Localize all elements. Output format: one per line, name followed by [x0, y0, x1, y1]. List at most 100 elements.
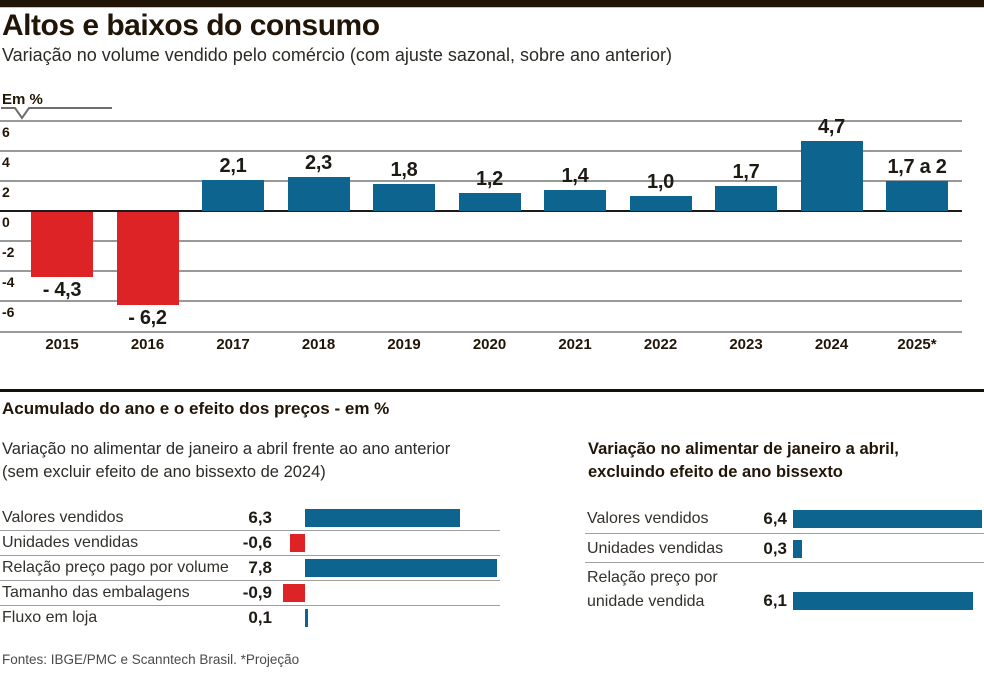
table-row: Relação preço por unidade vendida 6,1 — [585, 563, 984, 613]
gridline — [0, 180, 962, 182]
row-separator — [0, 530, 500, 531]
table-row: Unidades vendidas -0,6 — [0, 530, 500, 555]
y-axis-tick-label: 4 — [2, 154, 10, 170]
bar-2025* — [886, 181, 948, 211]
y-axis-tick-label: 6 — [2, 124, 10, 140]
bar-value-label: 1,8 — [390, 159, 418, 181]
bar-2020 — [458, 193, 521, 211]
row-bar — [305, 609, 308, 627]
bar-value-label: 1,0 — [647, 171, 674, 193]
row-label: Tamanho das embalagens — [2, 584, 190, 601]
row-bar — [793, 540, 802, 558]
bar-value-label: - 4,3 — [42, 278, 82, 301]
gridline — [0, 270, 962, 272]
y-axis-tick-label: -4 — [2, 274, 15, 290]
gridline — [0, 240, 962, 242]
bar-value-label: 2,1 — [219, 154, 247, 177]
row-value: 7,8 — [248, 558, 272, 577]
page-title: Altos e baixos do consumo — [2, 9, 380, 42]
x-axis-year-label: 2025* — [897, 336, 937, 353]
row-separator — [0, 555, 500, 556]
chart-bottom-border — [0, 331, 962, 333]
row-value: 0,1 — [248, 608, 272, 627]
row-value: 0,3 — [763, 539, 787, 558]
bar-2021 — [544, 190, 606, 211]
y-axis-tick-label: -2 — [2, 244, 15, 260]
bar-2016 — [116, 212, 179, 305]
callout-pointer-icon — [0, 106, 115, 125]
x-axis-year-label: 2018 — [301, 336, 336, 353]
row-value: 6,4 — [763, 509, 787, 528]
gridline — [0, 150, 962, 152]
row-bar — [793, 510, 982, 528]
row-value: -0,6 — [242, 533, 272, 552]
page-subtitle: Variação no volume vendido pelo comércio… — [2, 45, 673, 65]
y-axis-tick-label: 0 — [2, 214, 10, 230]
left-chart-title: Variação no alimentar de janeiro a abril… — [2, 438, 450, 484]
x-axis-year-label: 2016 — [130, 336, 165, 353]
section-divider — [0, 389, 984, 392]
table-row: Unidades vendidas 0,3 — [585, 535, 984, 562]
top-accent-bar — [0, 0, 984, 8]
main-chart: 6 4 2 0 -2 -4 -6 - 4,3 2015 - 6,2 2016 2,1 2017 2,3 20… — [0, 116, 962, 356]
row-label: Fluxo em loja — [2, 609, 98, 626]
row-bar — [282, 584, 305, 602]
y-axis-tick-label: 2 — [2, 184, 10, 200]
x-axis-year-label: 2023 — [729, 336, 763, 353]
row-separator — [0, 605, 500, 606]
row-label: Unidades vendidas — [587, 540, 724, 557]
bar-2015 — [31, 212, 93, 277]
row-separator — [585, 533, 984, 534]
row-bar — [793, 592, 973, 610]
bar-2022 — [629, 196, 692, 211]
x-axis-year-label: 2024 — [814, 336, 849, 353]
zero-gridline — [0, 210, 962, 212]
bar-value-label: 2,3 — [305, 151, 332, 174]
footer-source: Fontes: IBGE/PMC e Scanntech Brasil. *Pr… — [2, 652, 300, 667]
x-axis-year-label: 2020 — [472, 336, 507, 353]
row-bar — [290, 534, 305, 552]
table-row: Relação preço pago por volume 7,8 — [0, 555, 500, 580]
table-row: Valores vendidos 6,4 — [585, 505, 984, 533]
gridline — [0, 120, 962, 122]
row-label: unidade vendida — [587, 593, 705, 610]
table-row: Fluxo em loja 0,1 — [0, 605, 500, 630]
bar-value-label: - 6,2 — [128, 307, 167, 329]
y-axis-tick-label: -6 — [2, 304, 15, 320]
right-chart-title-line1: Variação no alimentar de janeiro a abril… — [588, 440, 899, 458]
bar-value-label: 1,7 — [732, 160, 760, 183]
row-label: Unidades vendidas — [2, 534, 139, 551]
x-axis-year-label: 2021 — [558, 336, 592, 353]
bar-2019 — [373, 184, 435, 211]
gridline — [0, 300, 962, 302]
row-value: 6,1 — [763, 591, 787, 610]
section-heading: Acumulado do ano e o efeito dos preços -… — [2, 399, 390, 418]
bar-value-label: 1,2 — [476, 168, 503, 190]
bar-2018 — [287, 176, 350, 211]
row-separator — [585, 562, 984, 563]
row-label: Relação preço por — [587, 569, 718, 586]
row-bar — [305, 509, 460, 527]
row-separator — [0, 580, 500, 581]
left-chart-title-line1: Variação no alimentar de janeiro a abril… — [2, 440, 451, 458]
x-axis-year-label: 2022 — [643, 336, 678, 353]
right-chart-title-line2: excluindo efeito de ano bissexto — [588, 463, 843, 481]
row-label: Valores vendidos — [2, 509, 124, 526]
bar-value-label: 1,4 — [561, 165, 589, 187]
row-value: -0,9 — [242, 583, 272, 602]
unit-label: Em % — [2, 91, 43, 108]
table-row: Valores vendidos 6,3 — [0, 505, 500, 530]
right-chart-title: Variação no alimentar de janeiro a abril… — [588, 438, 899, 484]
bar-value-label: 1,7 a 2 — [887, 156, 947, 178]
row-value: 6,3 — [248, 508, 272, 527]
bar-2023 — [715, 185, 777, 211]
x-axis-year-label: 2019 — [387, 336, 421, 353]
x-axis-year-label: 2017 — [216, 336, 250, 353]
bar-2017 — [202, 179, 264, 211]
bar-value-label: 4,7 — [818, 115, 845, 138]
row-bar — [305, 559, 497, 577]
table-row: Tamanho das embalagens -0,9 — [0, 580, 500, 605]
bar-2024 — [800, 140, 863, 211]
x-axis-year-label: 2015 — [45, 336, 79, 353]
